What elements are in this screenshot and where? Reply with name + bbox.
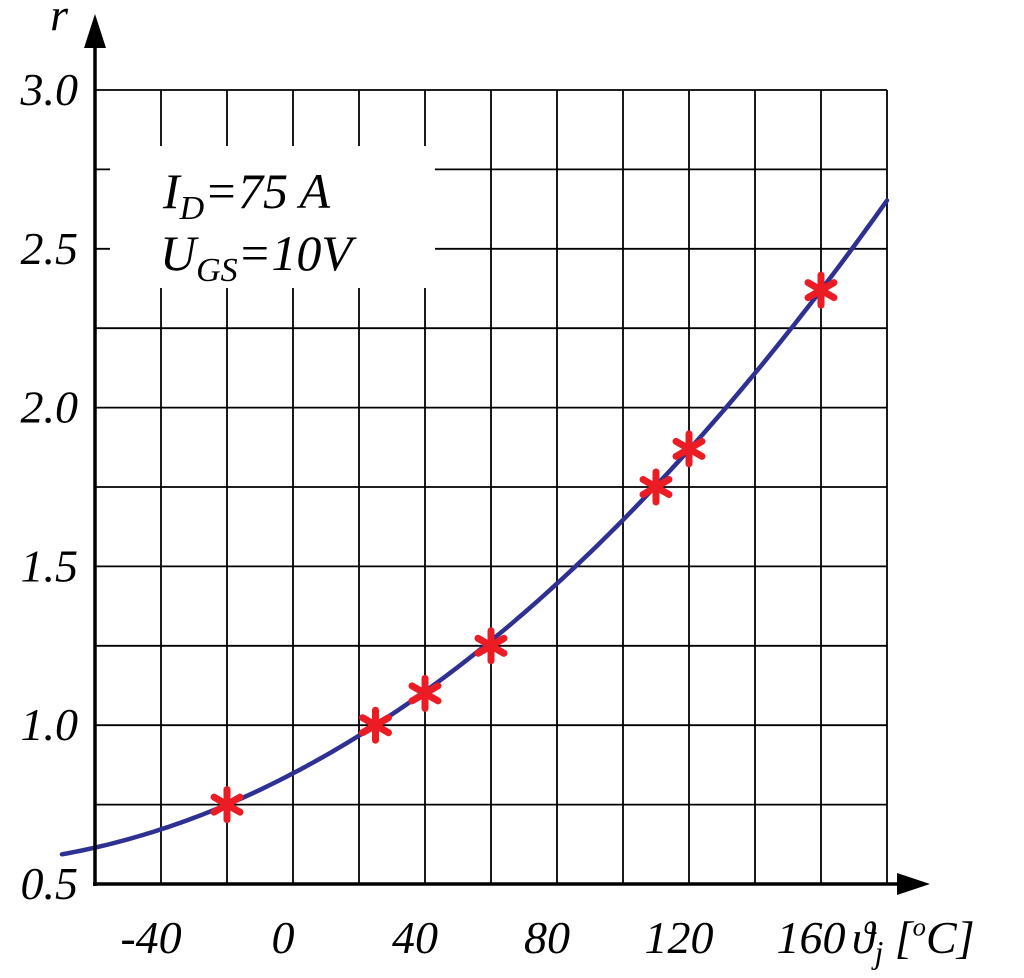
- x-axis-arrow-icon: [897, 873, 930, 895]
- x-tick-label: -40: [120, 912, 181, 963]
- y-tick-label: 1.0: [21, 699, 79, 750]
- x-axis-title: ϑj [oC]: [852, 912, 975, 971]
- y-tick-label: 2.5: [21, 223, 79, 274]
- y-tick-label: 0.5: [21, 858, 79, 909]
- x-tick-label: 0: [272, 912, 295, 963]
- axes: [93, 42, 902, 886]
- data-point-marker: [804, 271, 838, 309]
- y-axis-title: r: [50, 0, 69, 40]
- y-tick-label: 1.5: [21, 540, 79, 591]
- data-markers: [210, 271, 838, 824]
- annotation-box: [110, 146, 435, 288]
- data-point-marker: [639, 468, 673, 506]
- y-tick-label: 3.0: [20, 64, 79, 115]
- curve-r-vs-temperature: [59, 198, 890, 857]
- data-point-marker: [672, 430, 706, 468]
- data-point-marker: [359, 706, 392, 744]
- x-tick-label: 120: [645, 912, 714, 963]
- data-point-marker: [408, 674, 442, 712]
- x-tick-label: 80: [524, 912, 570, 963]
- data-point-marker: [210, 786, 244, 824]
- annotation-id-line: ID=75 A: [162, 163, 331, 227]
- y-axis-arrow-icon: [84, 14, 106, 48]
- x-tick-label: 160: [777, 912, 846, 963]
- data-point-marker: [474, 627, 508, 665]
- annotation-ugs-line: UGS=10V: [160, 225, 357, 289]
- y-tick-label: 2.0: [21, 382, 79, 433]
- x-tick-label: 40: [392, 912, 438, 963]
